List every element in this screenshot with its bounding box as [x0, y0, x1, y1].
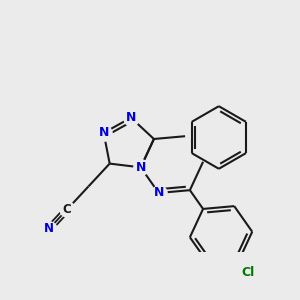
Text: N: N [44, 222, 54, 236]
Text: N: N [126, 111, 136, 124]
Text: N: N [154, 187, 164, 200]
Text: Cl: Cl [242, 266, 255, 279]
Text: C: C [63, 203, 71, 216]
Text: N: N [136, 161, 146, 174]
Text: N: N [98, 126, 109, 140]
